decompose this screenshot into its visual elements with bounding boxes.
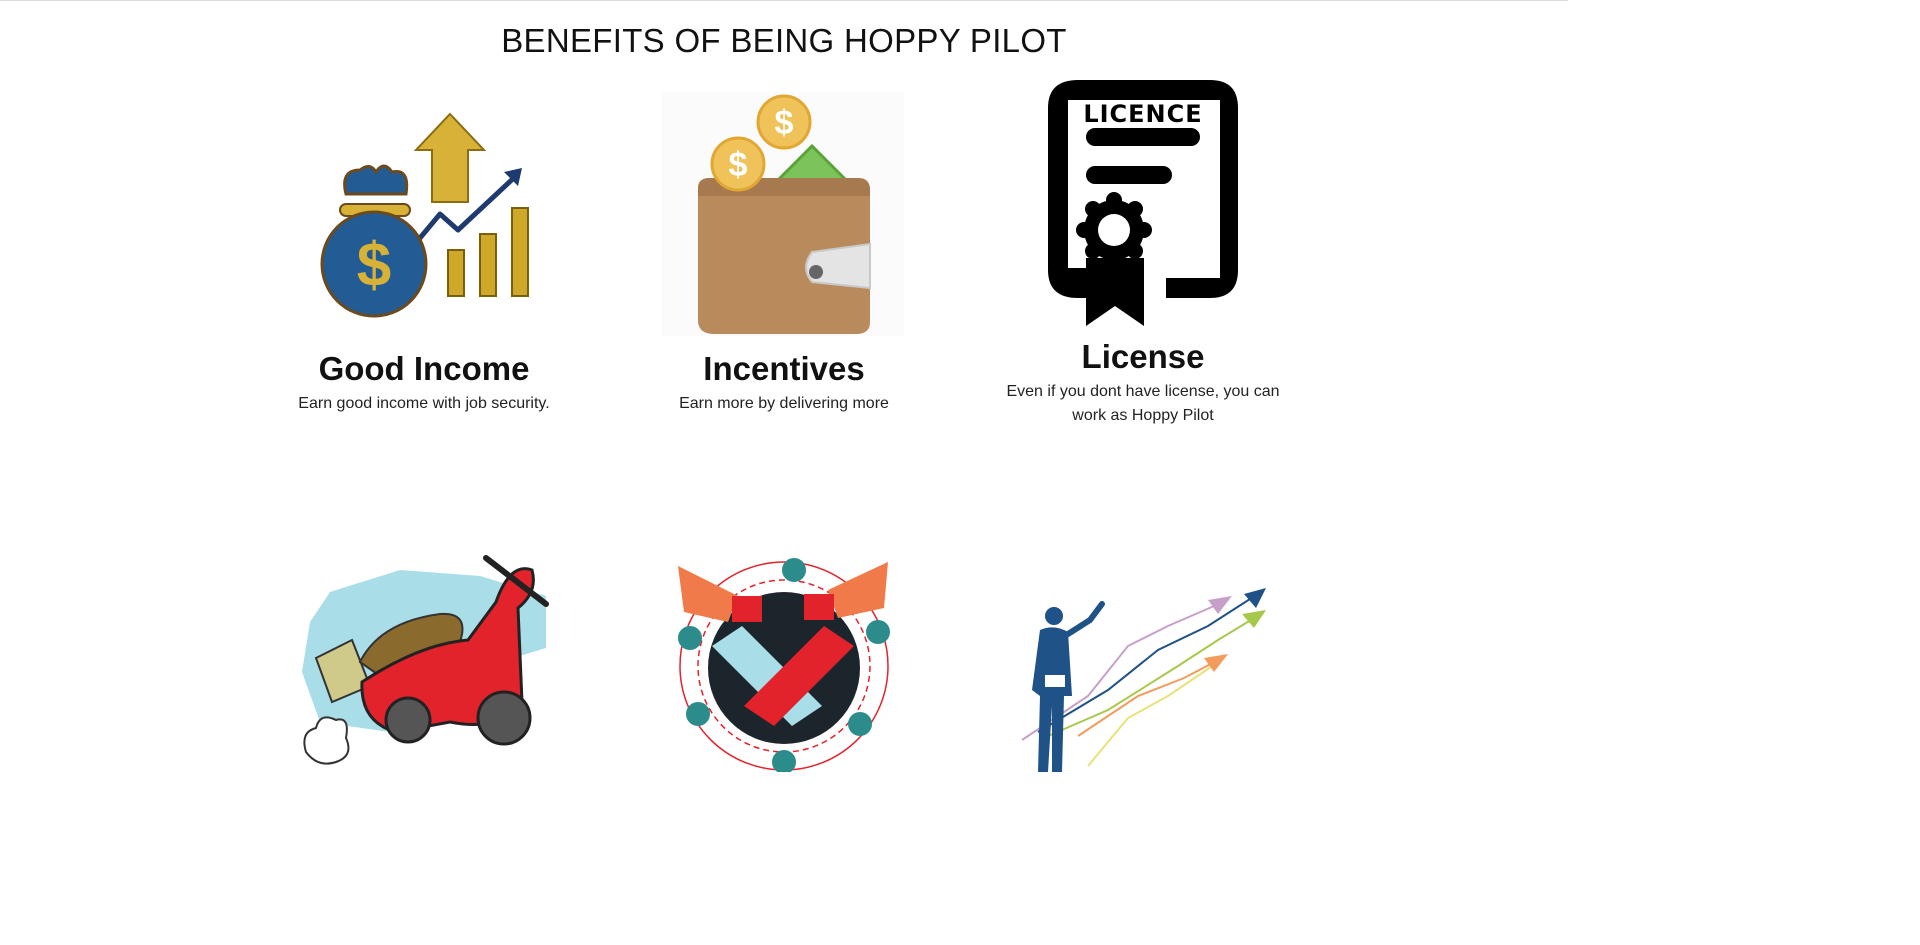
- benefit-title-license: License: [1081, 338, 1205, 375]
- wallet-coins-icon: $ $: [662, 92, 904, 336]
- top-divider: [0, 0, 1568, 1]
- benefit-desc-license: Even if you dont have license, you can w…: [1006, 383, 1280, 424]
- benefit-title-incentives: Incentives: [703, 350, 865, 387]
- section-title: BENEFITS OF BEING HOPPY PILOT: [501, 22, 1067, 59]
- benefit-desc-incentives: Earn more by delivering more: [679, 395, 889, 412]
- licence-certificate-icon: LICENCE: [1048, 80, 1240, 328]
- benefit-desc-good-income: Earn good income with job security.: [298, 395, 550, 412]
- licence-icon-label: LICENCE: [1083, 100, 1203, 128]
- delivery-scooter-icon: [302, 555, 549, 765]
- businessman-growth-icon: [1021, 588, 1266, 772]
- community-megaphone-icon: [678, 558, 890, 772]
- svg-text:$: $: [729, 146, 748, 184]
- svg-text:$: $: [357, 231, 391, 300]
- money-bag-growth-icon: $: [320, 112, 529, 318]
- svg-text:$: $: [775, 104, 794, 142]
- benefit-title-good-income: Good Income: [318, 350, 530, 387]
